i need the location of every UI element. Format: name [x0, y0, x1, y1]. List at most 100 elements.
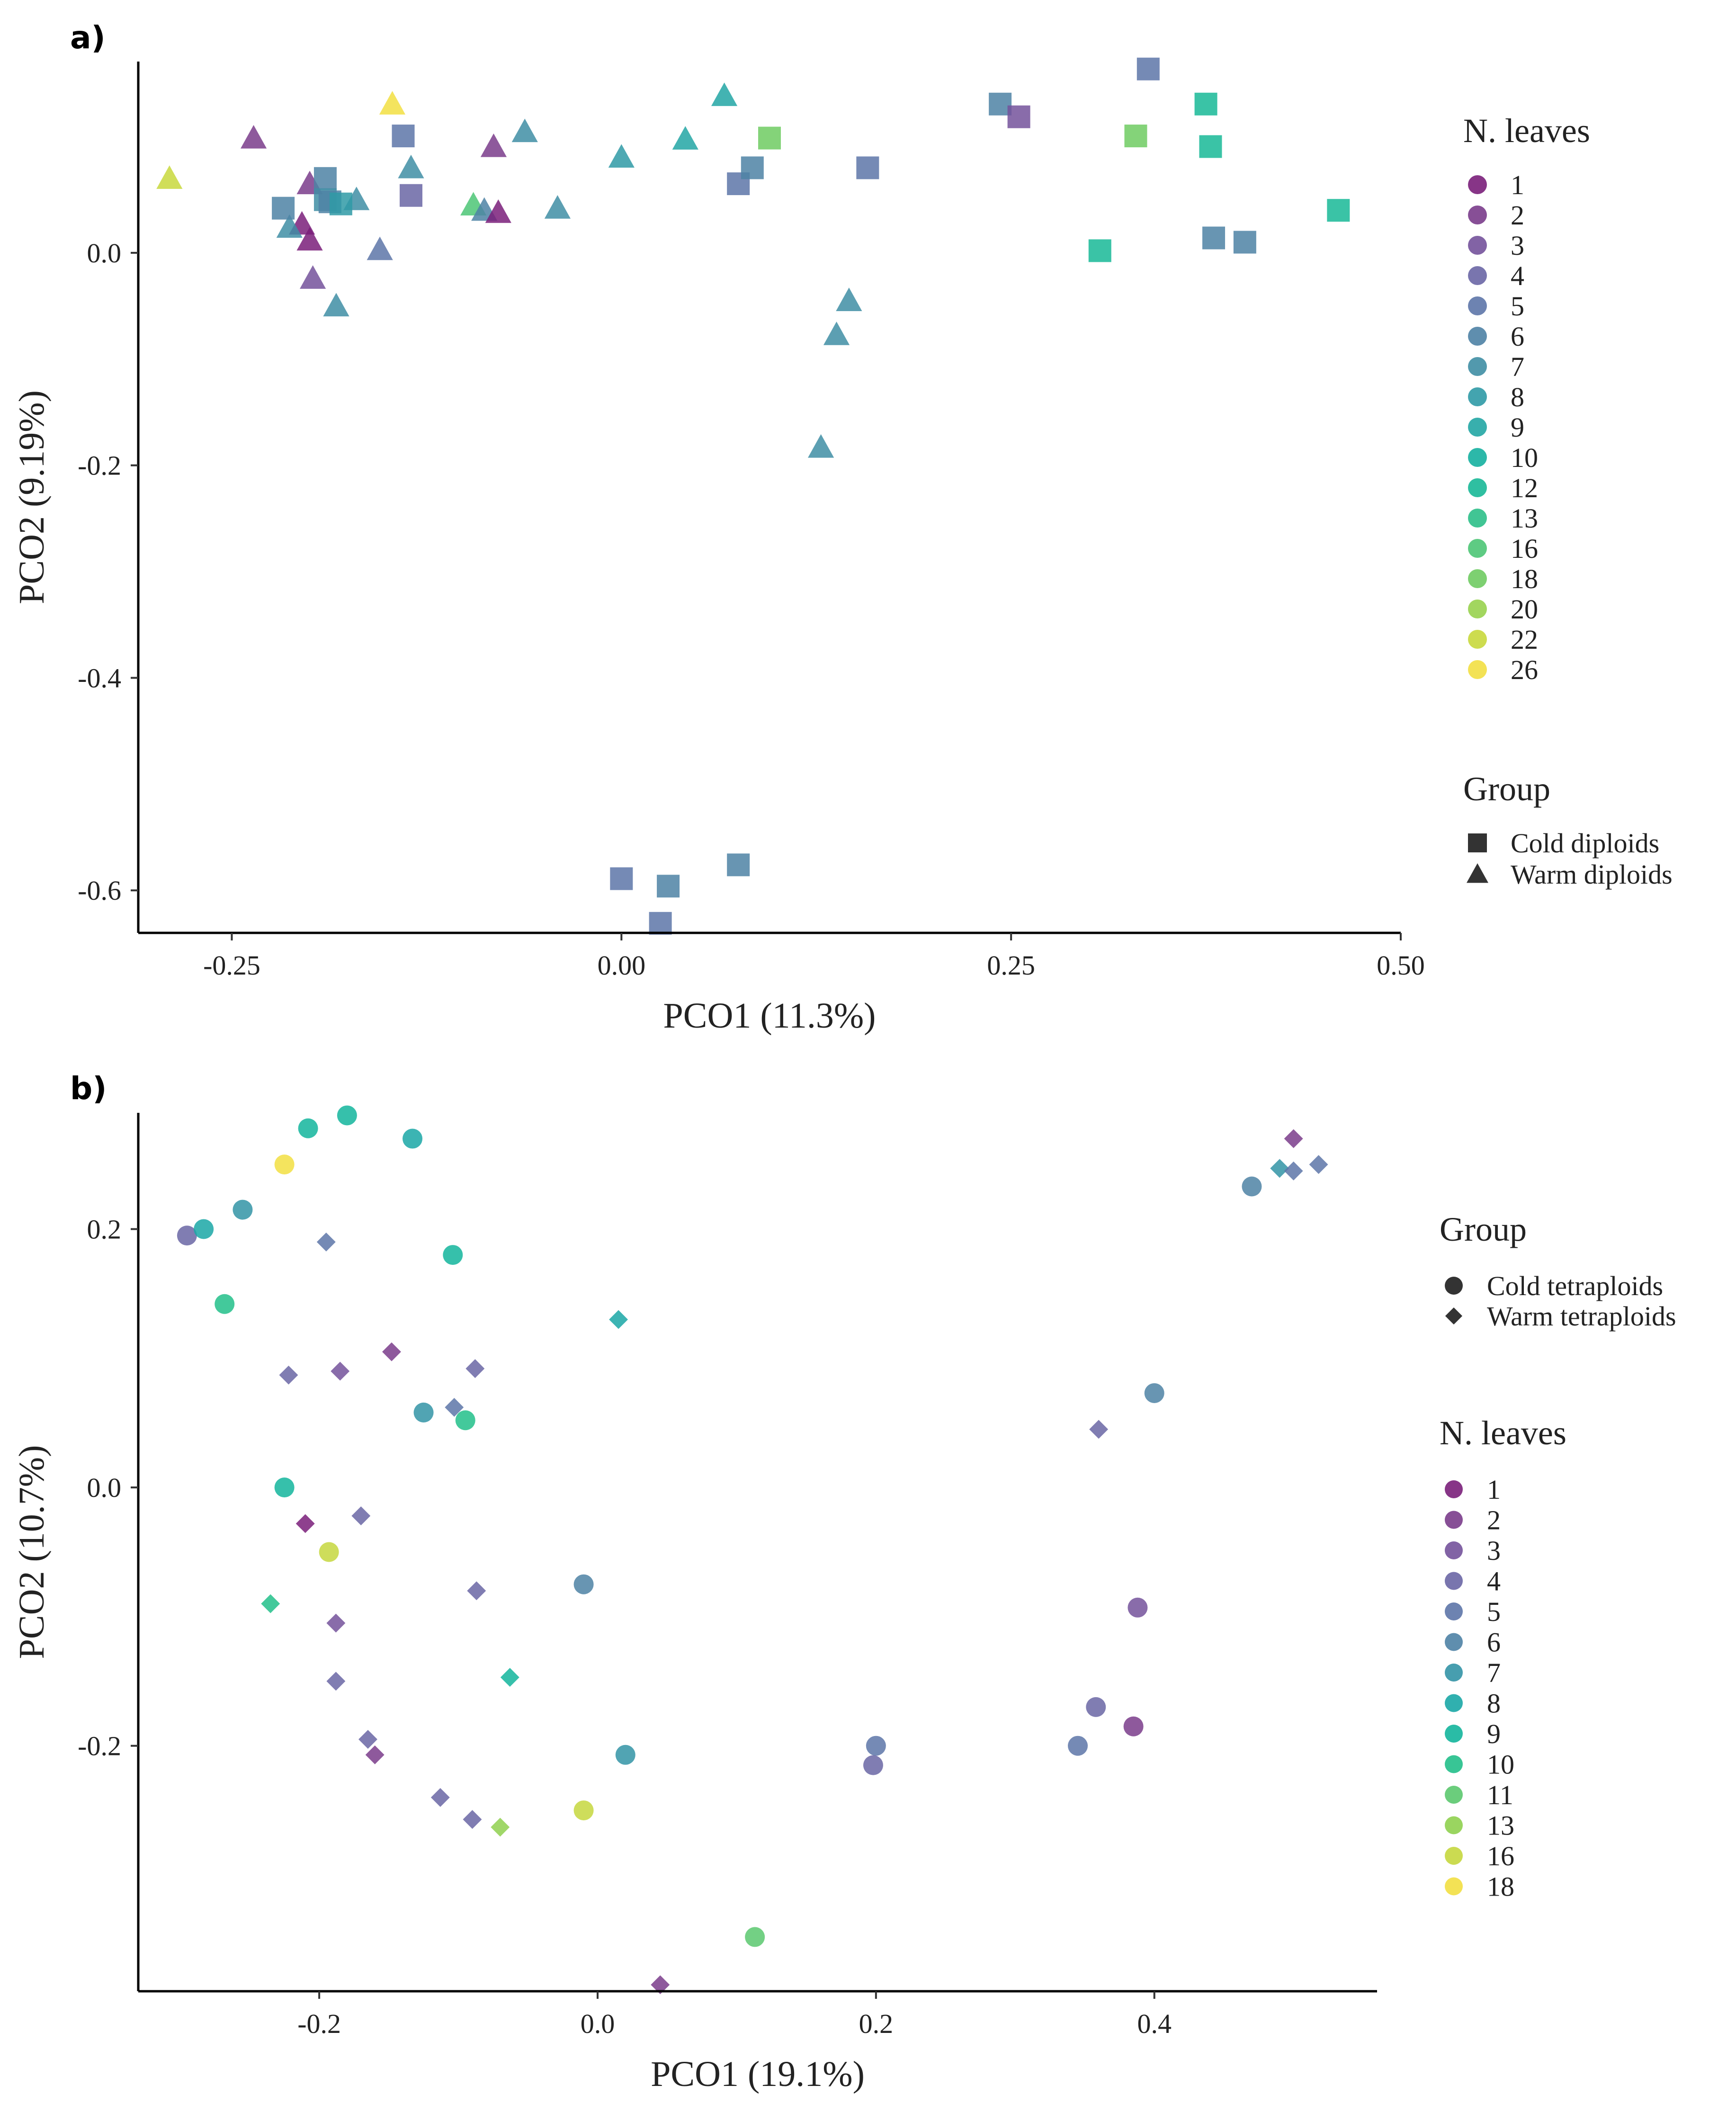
data-point — [272, 197, 295, 220]
data-point — [215, 1294, 235, 1314]
data-point — [649, 912, 672, 935]
x-tick-label: 0.25 — [987, 950, 1035, 981]
data-point — [711, 82, 738, 106]
legend-key — [1445, 1602, 1463, 1620]
legend-label: 18 — [1511, 564, 1538, 594]
data-point — [573, 1574, 594, 1594]
x-axis-title: PCO1 (19.1%) — [651, 2054, 865, 2094]
legend-key — [1445, 1307, 1463, 1325]
data-point — [1309, 1155, 1328, 1174]
data-point — [672, 126, 698, 150]
y-tick-label: 0.2 — [87, 1214, 122, 1245]
legend-label: 4 — [1511, 260, 1524, 291]
data-point — [177, 1226, 197, 1246]
legend-label: 1 — [1487, 1474, 1501, 1505]
data-point — [1270, 1159, 1289, 1178]
legend-label: 16 — [1487, 1841, 1514, 1871]
data-point — [261, 1594, 280, 1613]
data-point — [544, 195, 571, 219]
data-point — [511, 118, 538, 143]
data-point — [319, 1542, 339, 1562]
legend-key — [1445, 1541, 1463, 1559]
data-point — [326, 1672, 346, 1691]
legend-key — [1445, 1816, 1463, 1835]
data-point — [430, 1788, 450, 1807]
data-point — [316, 1232, 336, 1252]
data-point — [808, 434, 834, 458]
legend-label: Cold diploids — [1511, 828, 1659, 859]
data-point — [863, 1755, 883, 1775]
shape-legend-title: Group — [1463, 770, 1550, 808]
data-point — [1123, 1716, 1144, 1736]
x-tick-label: 0.4 — [1137, 2008, 1172, 2039]
legend-label: 26 — [1511, 654, 1538, 685]
data-point — [485, 199, 511, 223]
legend-label: 13 — [1511, 503, 1538, 534]
data-point — [608, 144, 635, 168]
data-point — [1199, 135, 1222, 158]
legend-key — [1445, 1633, 1463, 1651]
legend-key — [1468, 357, 1487, 376]
data-point — [326, 1613, 346, 1633]
data-point — [337, 1105, 357, 1126]
legend-label: Warm tetraploids — [1487, 1301, 1676, 1332]
legend-label: 5 — [1511, 291, 1524, 322]
data-point — [1144, 1383, 1164, 1403]
legend-key — [1468, 206, 1487, 224]
panel-a: a) -0.25 0.00 0.25 0.50 0.0 -0.2 -0.4 -0.6 PCO1 … — [12, 19, 1673, 1036]
legend-label: 6 — [1511, 321, 1524, 352]
legend-key — [1468, 569, 1487, 588]
data-point — [1284, 1161, 1303, 1181]
data-point — [651, 1975, 670, 1995]
data-point — [274, 1477, 295, 1498]
data-point — [491, 1817, 510, 1837]
data-point — [657, 875, 680, 898]
data-point — [298, 1118, 318, 1138]
panel-b-points — [177, 1105, 1328, 1995]
panel-b: b) -0.2 0.0 0.2 0.4 0.2 0.0 -0.2 PCO1 (19.1%) PC… — [12, 1070, 1676, 2094]
x-tick-label: 0.50 — [1377, 950, 1425, 981]
data-point — [403, 1128, 423, 1149]
data-point — [1194, 92, 1217, 116]
legend-label: 18 — [1487, 1871, 1514, 1902]
data-point — [1242, 1176, 1262, 1197]
data-point — [240, 125, 267, 149]
data-point — [745, 1927, 765, 1947]
legend-key — [1468, 327, 1487, 346]
data-point — [399, 184, 422, 207]
data-point — [463, 1810, 482, 1829]
legend-key — [1468, 600, 1487, 618]
data-point — [351, 1506, 371, 1526]
panel-b-axes: -0.2 0.0 0.2 0.4 0.2 0.0 -0.2 PCO1 (19.1%) PCO2 … — [12, 1113, 1377, 2094]
legend-label: 20 — [1511, 594, 1538, 625]
y-tick-label: -0.2 — [78, 450, 121, 481]
legend-key — [1445, 1725, 1463, 1743]
data-point — [296, 227, 323, 251]
data-point — [465, 1359, 485, 1378]
data-point — [455, 1410, 475, 1431]
legend-key — [1468, 418, 1487, 437]
legend-label: 3 — [1487, 1535, 1501, 1566]
y-tick-label: 0.0 — [87, 238, 122, 268]
data-point — [1089, 1420, 1109, 1439]
legend-key — [1445, 1755, 1463, 1773]
panel-a-points — [156, 57, 1350, 935]
data-point — [1327, 199, 1350, 222]
panel-a-label: a) — [70, 19, 106, 56]
data-point — [1284, 1129, 1303, 1148]
data-point — [866, 1736, 886, 1756]
y-axis-title: PCO2 (10.7%) — [12, 1445, 52, 1659]
legend-label: 9 — [1487, 1718, 1501, 1749]
legend-key — [1468, 236, 1487, 255]
legend-key — [1468, 387, 1487, 406]
panel-b-label: b) — [70, 1070, 107, 1107]
data-point — [295, 1514, 315, 1533]
data-point — [856, 156, 879, 179]
legend-label: 11 — [1487, 1780, 1513, 1810]
legend-label: 9 — [1511, 412, 1524, 443]
x-tick-label: 0.00 — [598, 950, 646, 981]
data-point — [358, 1730, 377, 1749]
legend-label: Warm diploids — [1511, 859, 1673, 890]
